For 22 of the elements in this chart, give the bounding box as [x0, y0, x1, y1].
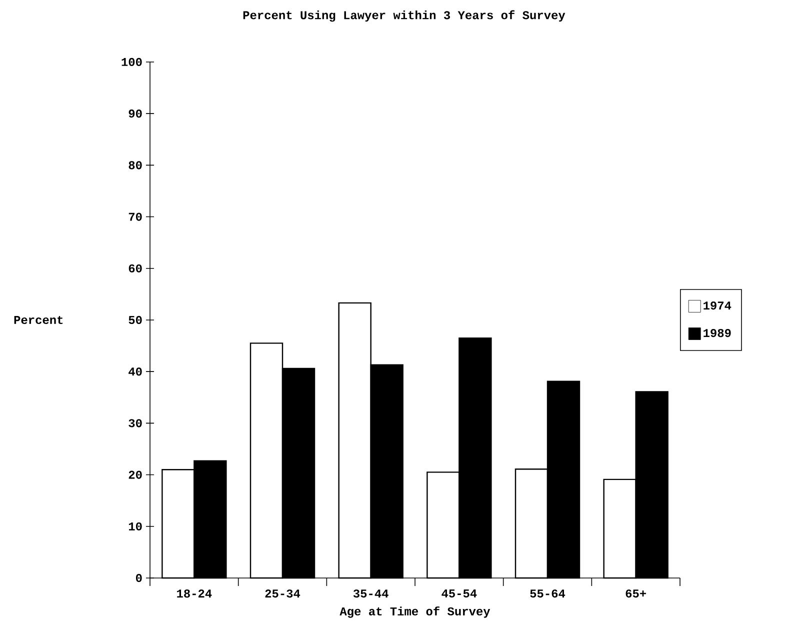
legend-label: 1974: [704, 301, 732, 310]
x-tick-label: 45-54: [442, 590, 477, 598]
y-tick-label: 90: [128, 110, 142, 118]
x-tick-label: 35-44: [353, 590, 388, 598]
x-tick-label: 65+: [626, 590, 646, 598]
x-tick-label: 18-24: [177, 590, 212, 598]
y-tick-label: 0: [136, 574, 142, 582]
y-tick-label: 80: [128, 161, 142, 170]
y-tick-label: 40: [128, 368, 142, 376]
y-tick-label: 10: [128, 522, 142, 530]
y-tick-label: 30: [128, 419, 142, 428]
y-tick-label: 50: [128, 316, 142, 324]
y-tick-label: 60: [128, 264, 142, 272]
x-tick-label: 55-64: [530, 590, 566, 598]
y-tick-label: 100: [122, 58, 142, 66]
x-axis-title: Age at Time of Survey: [340, 606, 490, 618]
chart-title: Percent Using Lawyer within 3 Years of Survey: [243, 10, 566, 22]
y-axis-title: Percent: [14, 316, 63, 324]
legend-label: 1989: [704, 328, 731, 338]
y-tick-label: 70: [128, 212, 142, 221]
x-tick-label: 25-34: [265, 590, 300, 598]
y-tick-label: 20: [128, 470, 142, 479]
